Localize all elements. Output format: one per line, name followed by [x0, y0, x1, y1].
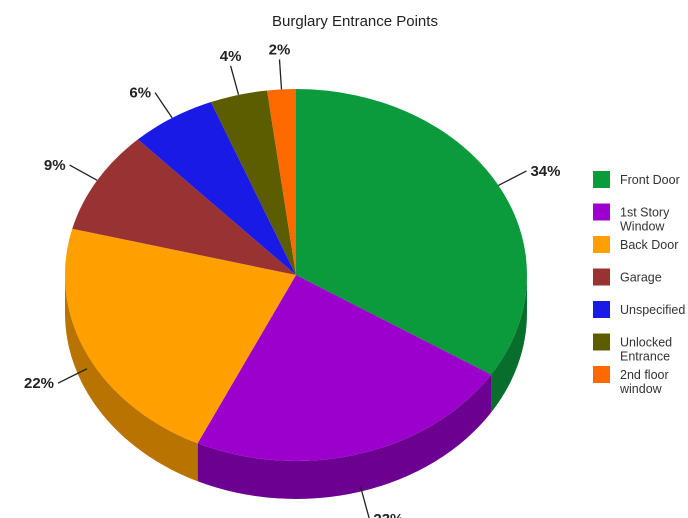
- leader-line-garage: [69, 164, 98, 181]
- slice-unlocked-entrance: [210, 90, 296, 275]
- legend-label: Garage: [620, 271, 662, 285]
- legend-swatch: [593, 236, 610, 253]
- leader-line-back-door: [57, 368, 88, 384]
- slice-2nd-floor-window: [267, 89, 296, 275]
- slice-labels: 34% 23% 22% 9% 6% 4% 2%: [24, 41, 560, 518]
- legend-label: Unspecified: [620, 303, 685, 317]
- percent-label-unlocked-entrance: 4%: [220, 48, 242, 65]
- percent-label-garage: 9%: [44, 157, 66, 174]
- leader-line-unspecified: [154, 92, 173, 119]
- legend: Front Door 1st Story Window Back Door Garage…: [593, 171, 685, 396]
- side-front-door: [491, 275, 527, 413]
- legend-label: Unlocked Entrance: [620, 336, 672, 364]
- legend-label: 1st Story Window: [620, 206, 670, 234]
- legend-label: Back Door: [620, 238, 678, 252]
- legend-swatch: [593, 366, 610, 383]
- percent-label-back-door: 22%: [24, 375, 54, 392]
- legend-item-unspecified: Unspecified: [593, 301, 685, 318]
- percent-label-front-door: 34%: [530, 163, 560, 180]
- legend-item-back-door: Back Door: [593, 236, 678, 253]
- leader-line-1st-story-window: [359, 486, 370, 518]
- legend-item-front-door: Front Door: [593, 171, 680, 188]
- legend-item-unlocked-entrance: Unlocked Entrance: [593, 333, 672, 364]
- percent-label-2nd-floor-window: 2%: [269, 41, 291, 58]
- side-1st-story-window: [197, 374, 492, 499]
- legend-swatch: [593, 203, 610, 221]
- slice-unspecified: [137, 102, 296, 275]
- percent-label-1st-story-window: 23%: [373, 511, 403, 518]
- legend-label: 2nd floor window: [619, 368, 669, 396]
- pie-top: [64, 89, 527, 461]
- leader-line-unlocked-entrance: [229, 65, 240, 96]
- leader-line-front-door: [498, 170, 527, 186]
- pie-side-wall: [64, 275, 527, 499]
- legend-item-garage: Garage: [593, 268, 662, 286]
- chart-title: Burglary Entrance Points: [272, 13, 438, 30]
- legend-label: Front Door: [620, 173, 680, 187]
- slice-front-door: [296, 89, 527, 375]
- leader-line-2nd-floor-window: [278, 59, 283, 90]
- legend-swatch: [593, 301, 610, 318]
- legend-swatch: [593, 333, 610, 351]
- slice-back-door: [64, 228, 296, 444]
- percent-label-unspecified: 6%: [129, 85, 151, 102]
- legend-item-1st-story-window: 1st Story Window: [593, 203, 670, 234]
- legend-swatch: [593, 171, 610, 188]
- slice-garage: [72, 139, 296, 275]
- slice-1st-story-window: [197, 275, 492, 461]
- legend-item-2nd-floor-window: 2nd floor window: [593, 366, 669, 396]
- legend-swatch: [593, 268, 610, 286]
- side-back-door: [64, 275, 198, 482]
